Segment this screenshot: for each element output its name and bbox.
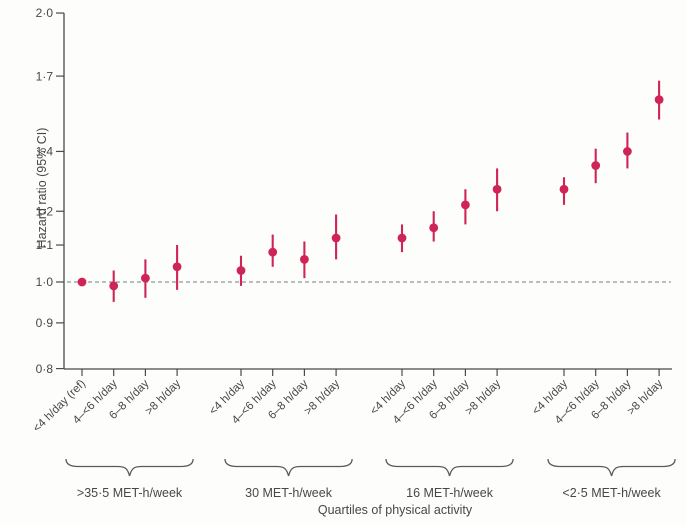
hr-point-marker (492, 184, 502, 194)
x-category-label: >8 h/day (143, 377, 183, 417)
hr-point-marker (172, 262, 182, 272)
x-category-label: >8 h/day (463, 377, 503, 417)
group-brace (65, 458, 194, 477)
group-label: <2·5 MET-h/week (562, 486, 661, 500)
group-brace (385, 458, 514, 477)
y-tick-label: 1·7 (36, 69, 54, 83)
hr-point-marker (236, 266, 246, 275)
hr-point-marker (559, 184, 569, 194)
chart-built-layers: 2·01·71·41·21·11·00·90·8<4 h/day (ref)4–… (31, 6, 676, 500)
y-tick-label: 0·8 (36, 362, 54, 376)
hr-point-marker (461, 200, 470, 210)
hr-point-marker (300, 254, 309, 264)
y-tick-label: 0·9 (36, 316, 54, 330)
group-label: 30 MET-h/week (245, 486, 333, 500)
x-category-label: >8 h/day (625, 377, 665, 417)
hr-point-marker (141, 273, 150, 283)
y-tick-label: 1·2 (36, 204, 54, 218)
hr-point-marker (623, 147, 632, 156)
hr-point-marker (654, 95, 664, 105)
x-category-label: >8 h/day (302, 377, 342, 417)
y-tick-label: 1·1 (36, 238, 54, 252)
group-brace (224, 458, 353, 477)
hr-point-marker (77, 277, 87, 287)
hr-point-marker (429, 223, 439, 233)
x-axis-title: Quartiles of physical activity (318, 503, 473, 517)
hr-point-marker (331, 233, 341, 243)
hr-point-marker (268, 247, 278, 257)
y-tick-label: 1·0 (36, 275, 54, 289)
y-tick-label: 1·4 (36, 145, 54, 159)
group-label: >35·5 MET-h/week (77, 486, 183, 500)
y-axis-title: Hazard ratio (95% CI) (35, 128, 49, 249)
hr-point-marker (591, 161, 601, 170)
hr-point-marker (397, 233, 407, 243)
y-tick-label: 2·0 (36, 6, 54, 20)
hr-point-marker (109, 281, 119, 291)
group-brace (547, 458, 676, 477)
group-label: 16 MET-h/week (406, 486, 494, 500)
